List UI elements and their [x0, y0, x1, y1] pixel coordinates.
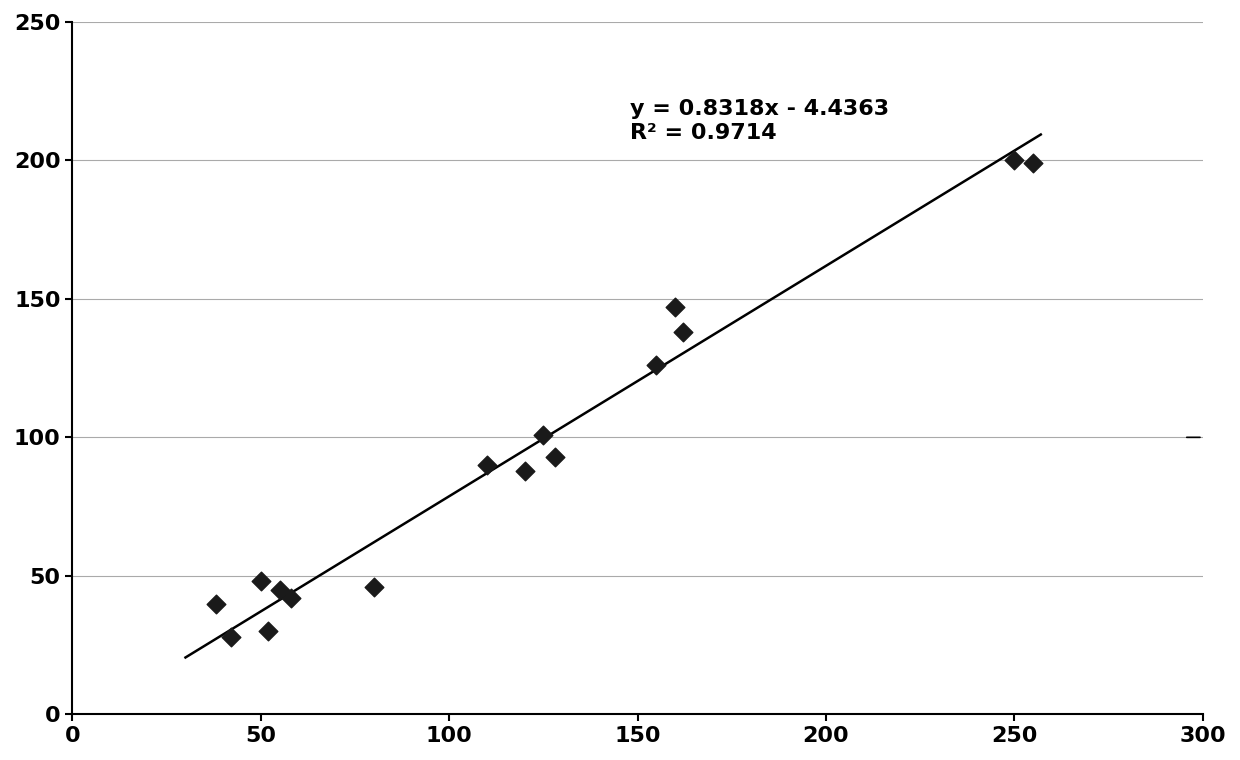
Point	[250, 575, 270, 587]
Point	[221, 631, 241, 643]
Point	[258, 625, 278, 638]
Point	[270, 584, 290, 596]
Point	[1004, 154, 1024, 166]
Point	[673, 326, 693, 338]
Point	[666, 301, 686, 313]
Point	[365, 581, 384, 593]
Point	[515, 464, 534, 477]
Point	[477, 459, 497, 471]
Point	[533, 429, 553, 441]
Text: y = 0.8318x - 4.4363
R² = 0.9714: y = 0.8318x - 4.4363 R² = 0.9714	[630, 100, 889, 143]
Point	[281, 592, 301, 604]
Point	[206, 597, 226, 610]
Point	[1023, 157, 1043, 169]
Point	[646, 359, 666, 372]
Point	[544, 451, 564, 463]
